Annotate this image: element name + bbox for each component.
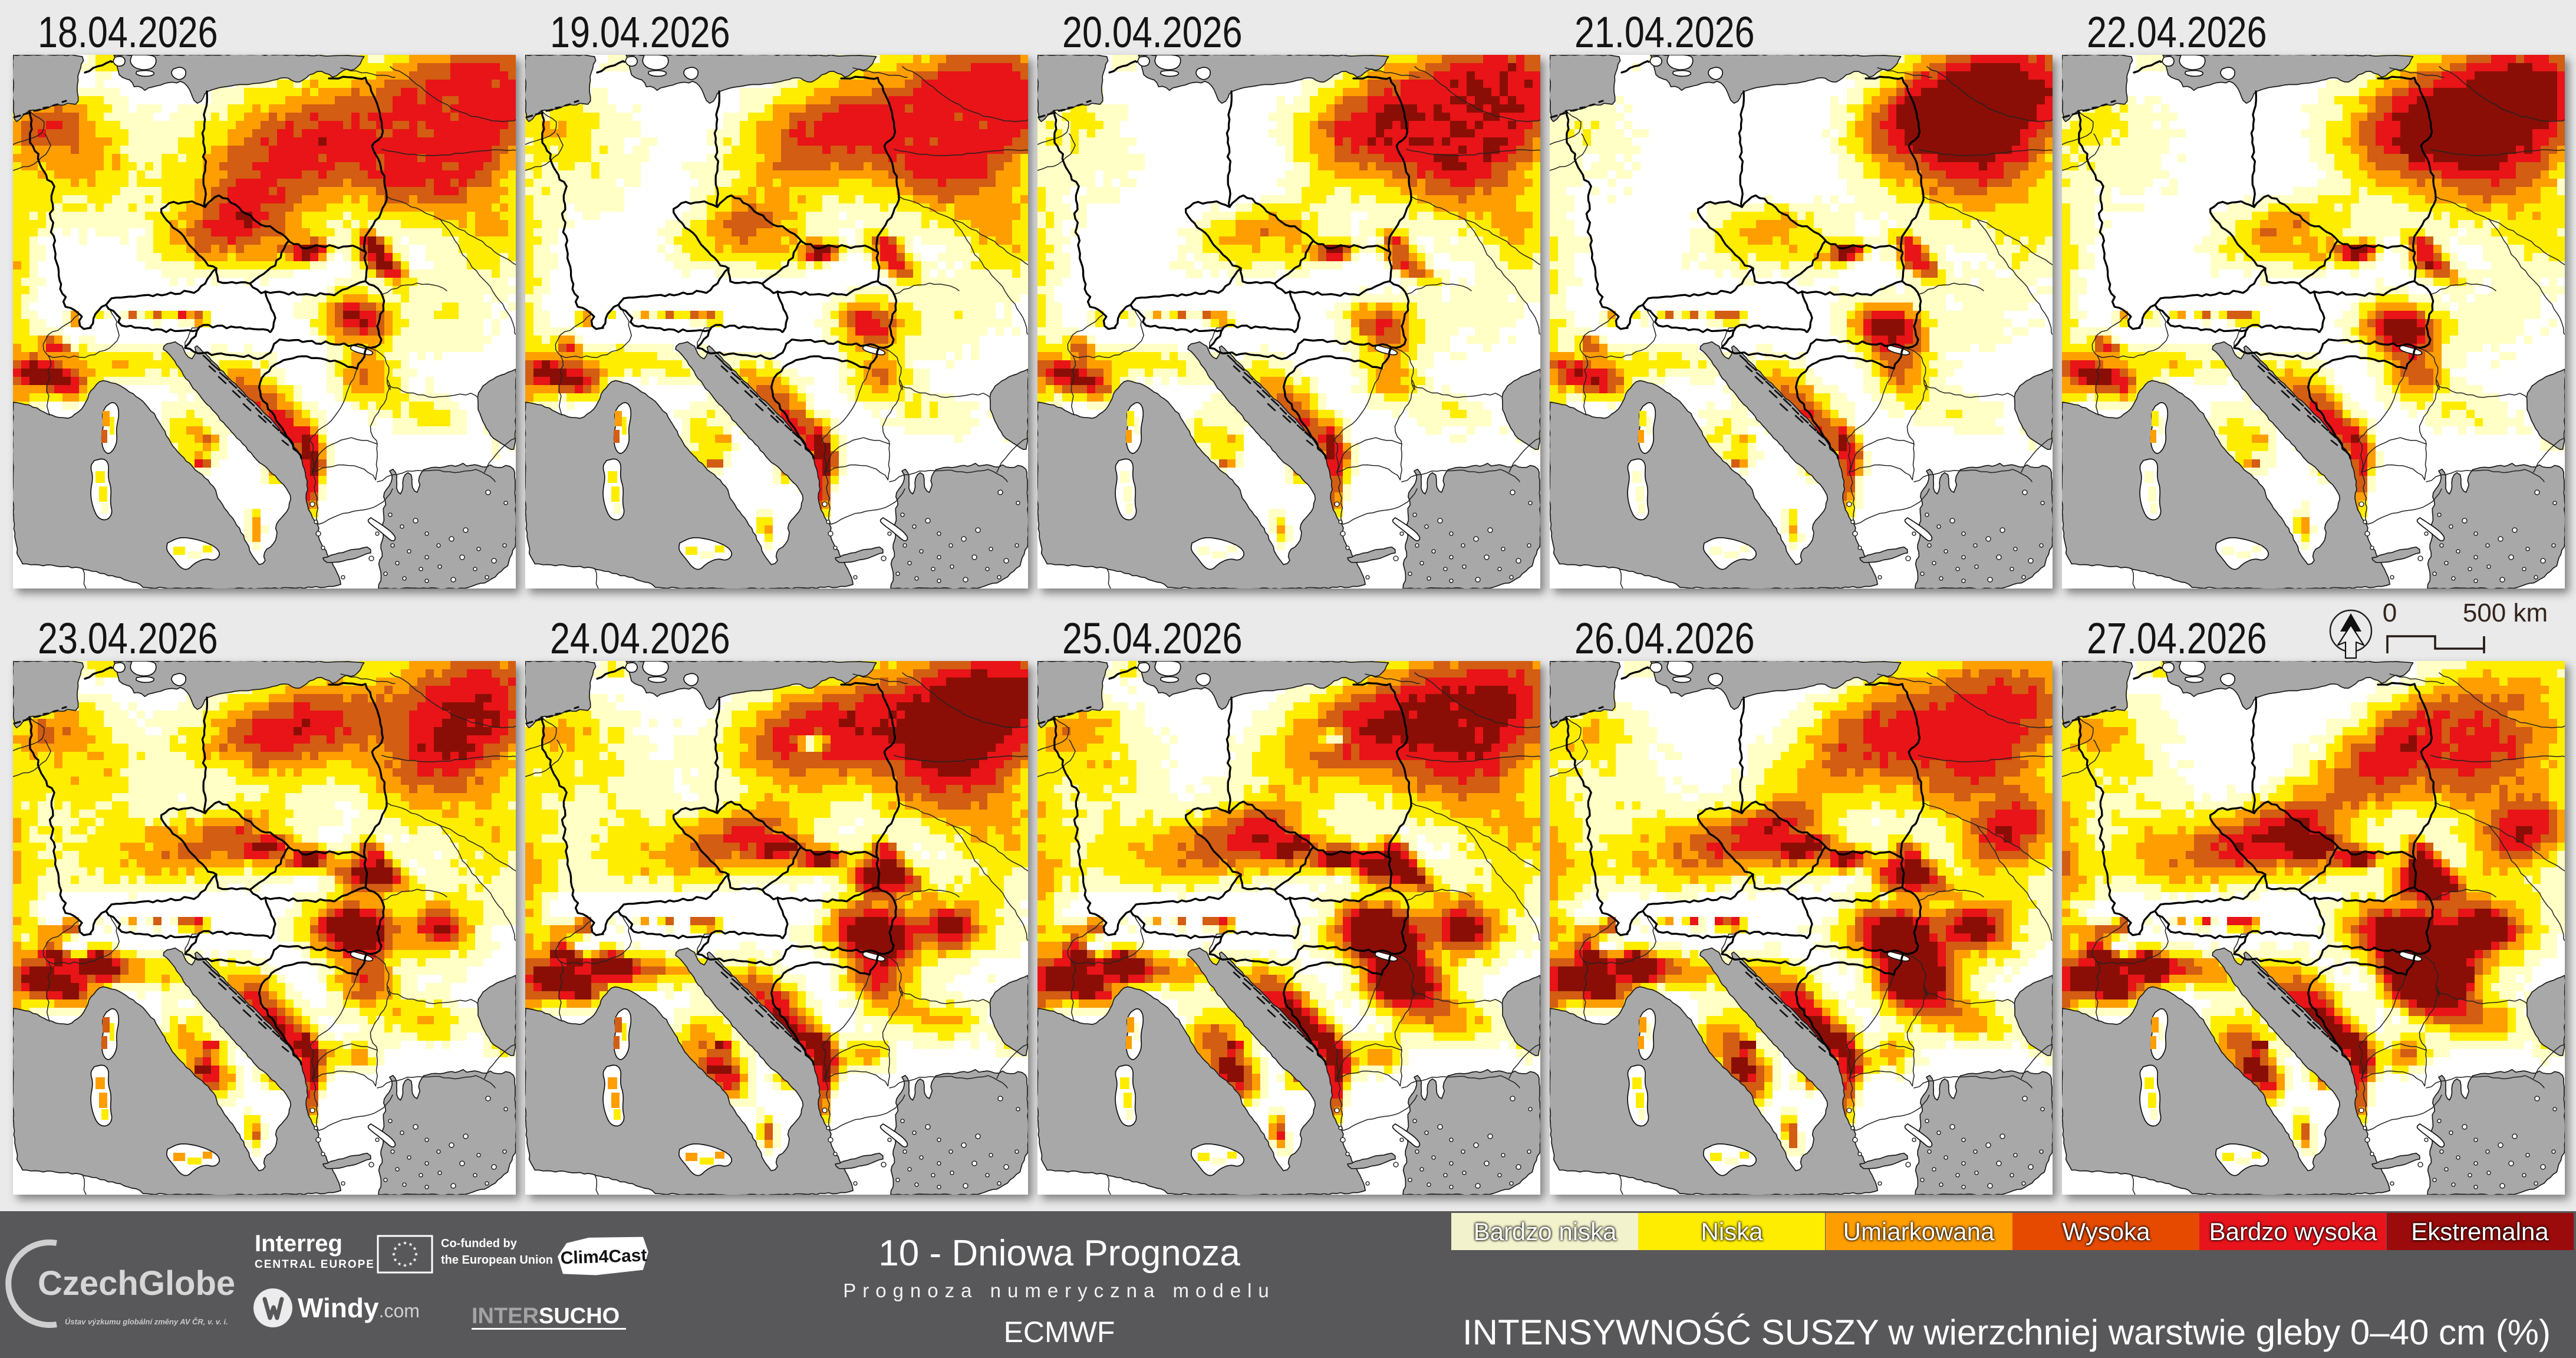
svg-text:Ústav výzkumu globální změny A: Ústav výzkumu globální změny AV ČR, v. v…	[65, 1317, 228, 1326]
svg-text:CENTRAL EUROPE: CENTRAL EUROPE	[255, 1258, 375, 1271]
svg-text:Niska: Niska	[1701, 1218, 1763, 1245]
svg-text:ECMWF: ECMWF	[1004, 1316, 1115, 1349]
svg-text:Ekstremalna: Ekstremalna	[2411, 1218, 2549, 1245]
svg-text:Bardzo wysoka: Bardzo wysoka	[2209, 1218, 2377, 1245]
svg-text:INTERSUCHO: INTERSUCHO	[472, 1304, 620, 1329]
svg-text:INTENSYWNOŚĆ SUSZY w wierzchni: INTENSYWNOŚĆ SUSZY w wierzchniej warstwi…	[1462, 1313, 2551, 1352]
svg-text:500 km: 500 km	[2463, 599, 2548, 627]
svg-text:10 - Dniowa Prognoza: 10 - Dniowa Prognoza	[878, 1233, 1240, 1274]
svg-text:Wysoka: Wysoka	[2063, 1218, 2151, 1245]
svg-text:Interreg: Interreg	[255, 1231, 342, 1257]
svg-text:Clim4Cast: Clim4Cast	[560, 1245, 647, 1268]
svg-text:Co-funded by: Co-funded by	[441, 1237, 518, 1250]
svg-text:Bardzo niska: Bardzo niska	[1474, 1218, 1617, 1245]
svg-text:CzechGlobe: CzechGlobe	[38, 1264, 235, 1303]
svg-text:Prognoza numeryczna modelu: Prognoza numeryczna modelu	[843, 1280, 1276, 1301]
svg-text:Umiarkowana: Umiarkowana	[1843, 1218, 1995, 1245]
svg-text:the European Union: the European Union	[441, 1254, 553, 1267]
svg-text:Windy.com: Windy.com	[298, 1293, 420, 1323]
svg-text:0: 0	[2383, 599, 2397, 627]
